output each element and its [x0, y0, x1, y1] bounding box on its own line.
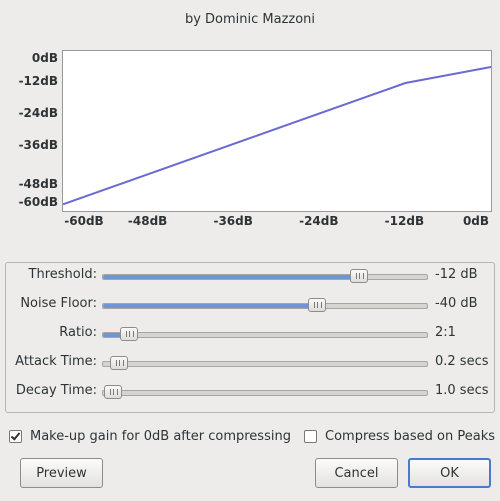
compressor-response-graph: 0dB -12dB -24dB -36dB -48dB -60dB -60dB -48dB -… [9, 48, 495, 236]
noise-floor-slider-handle[interactable] [307, 298, 326, 312]
compress-peaks-checkbox[interactable]: Compress based on Peaks [304, 427, 495, 445]
ratio-value: 2:1 [435, 325, 456, 340]
noise-floor-row: Noise Floor: -40 dB [6, 294, 494, 316]
ratio-slider-handle[interactable] [119, 327, 138, 341]
plugin-author-label: by Dominic Mazzoni [184, 12, 316, 27]
noise-floor-value: -40 dB [435, 296, 478, 311]
y-tick-label: -24dB [18, 106, 58, 120]
attack-time-slider-handle[interactable] [110, 356, 129, 370]
compress-peaks-label: Compress based on Peaks [325, 428, 496, 444]
noise-floor-slider[interactable] [102, 298, 428, 312]
makeup-gain-check-icon[interactable] [9, 429, 22, 443]
decay-time-row: Decay Time: 1.0 secs [6, 381, 494, 403]
ratio-slider-fill [103, 333, 129, 337]
ratio-row: Ratio: 2:1 [6, 323, 494, 345]
y-tick-label: -60dB [18, 195, 58, 209]
decay-time-label: Decay Time: [15, 383, 97, 398]
y-tick-label: 0dB [31, 51, 58, 65]
y-tick-label: -36dB [18, 138, 58, 152]
attack-time-slider[interactable] [102, 356, 428, 370]
decay-time-slider[interactable] [102, 385, 428, 399]
makeup-gain-label: Make-up gain for 0dB after compressing [30, 428, 291, 444]
threshold-value: -12 dB [435, 267, 478, 282]
decay-time-slider-handle[interactable] [103, 385, 122, 399]
threshold-row: Threshold: -12 dB [6, 265, 494, 287]
attack-time-label: Attack Time: [15, 354, 97, 369]
x-tick-label: -12dB [384, 214, 425, 228]
response-curve-svg [63, 66, 491, 206]
x-tick-label: 0dB [462, 214, 490, 228]
threshold-slider-handle[interactable] [349, 269, 368, 283]
preview-button[interactable]: Preview [20, 458, 103, 488]
ratio-label: Ratio: [59, 325, 97, 340]
threshold-label: Threshold: [28, 267, 97, 282]
cancel-button[interactable]: Cancel [315, 458, 398, 488]
ratio-slider[interactable] [102, 327, 428, 341]
noise-floor-slider-fill [103, 304, 317, 308]
noise-floor-label: Noise Floor: [20, 296, 97, 311]
y-tick-label: -48dB [18, 177, 58, 191]
x-tick-label: -36dB [213, 214, 253, 228]
y-tick-label: -12dB [18, 74, 58, 88]
ok-button[interactable]: OK [408, 458, 491, 488]
compression-curve-line [63, 66, 491, 206]
makeup-gain-checkbox[interactable]: Make-up gain for 0dB after compressing [9, 427, 291, 445]
x-tick-label: -48dB [127, 214, 168, 228]
decay-time-value: 1.0 secs [435, 383, 489, 398]
settings-panel: Threshold: -12 dB Noise Floor: -40 dB Ratio:… [5, 262, 495, 413]
x-tick-label: -24dB [299, 214, 339, 228]
attack-time-value: 0.2 secs [435, 354, 489, 369]
attack-time-row: Attack Time: 0.2 secs [6, 352, 494, 374]
plot-area [62, 50, 492, 212]
threshold-slider[interactable] [102, 269, 428, 283]
threshold-slider-fill [103, 275, 359, 279]
x-tick-label: -60dB [64, 214, 104, 228]
compress-peaks-check-icon[interactable] [304, 429, 317, 443]
